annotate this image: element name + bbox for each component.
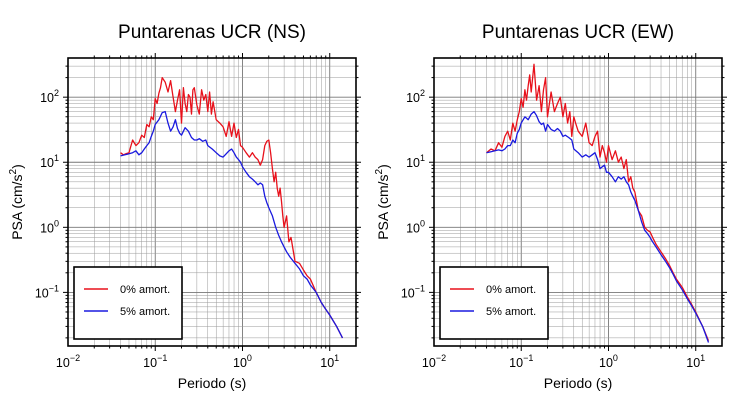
- y-tick-label: 10−1: [401, 283, 425, 300]
- series-line-5pct: [486, 110, 710, 343]
- legend-box: [439, 266, 549, 340]
- legend-label: 0% amort.: [486, 284, 536, 296]
- y-axis-label: PSA (cm/s2): [374, 164, 391, 240]
- legend: 0% amort. 5% amort.: [439, 266, 549, 340]
- plot-frame: [67, 57, 357, 347]
- y-axis-label: PSA (cm/s2): [8, 164, 25, 240]
- legend-label: 5% amort.: [120, 306, 170, 318]
- x-axis-label: Periodo (s): [178, 375, 246, 391]
- x-tick-label: 101: [320, 353, 339, 370]
- y-tick-label: 102: [40, 88, 59, 105]
- chart-panel-2: Puntarenas UCR (EW) 10−2 10−1 100 101 10−1 100…: [374, 22, 727, 391]
- y-tick-label: 101: [406, 153, 425, 170]
- x-tick-label: 10−2: [422, 353, 446, 370]
- y-tick-label: 100: [406, 218, 425, 235]
- x-tick-label: 100: [233, 353, 252, 370]
- legend-label: 0% amort.: [120, 284, 170, 296]
- y-tick-label: 10−1: [35, 283, 59, 300]
- x-tick-label: 100: [599, 353, 618, 370]
- legend-box: [73, 266, 183, 340]
- series-line-0pct: [486, 63, 710, 342]
- x-tick-label: 101: [686, 353, 705, 370]
- chart-title: Puntarenas UCR (EW): [482, 22, 674, 43]
- grid-lines: [434, 58, 722, 346]
- y-tick-label: 101: [40, 153, 59, 170]
- y-tick-label: 100: [40, 218, 59, 235]
- plot-frame: [433, 57, 723, 347]
- chart-title: Puntarenas UCR (NS): [118, 22, 306, 43]
- series-line-5pct: [120, 110, 344, 339]
- y-tick-label: 102: [406, 88, 425, 105]
- chart-panel-1: Puntarenas UCR (NS) 10−2 10−1 100 101 10−1 100…: [8, 22, 361, 391]
- series-line-0pct: [120, 76, 344, 339]
- x-tick-label: 10−2: [56, 353, 80, 370]
- legend: 0% amort. 5% amort.: [73, 266, 183, 340]
- x-tick-label: 10−1: [143, 353, 167, 370]
- legend-label: 5% amort.: [486, 306, 536, 318]
- x-tick-label: 10−1: [509, 353, 533, 370]
- x-axis-label: Periodo (s): [544, 375, 612, 391]
